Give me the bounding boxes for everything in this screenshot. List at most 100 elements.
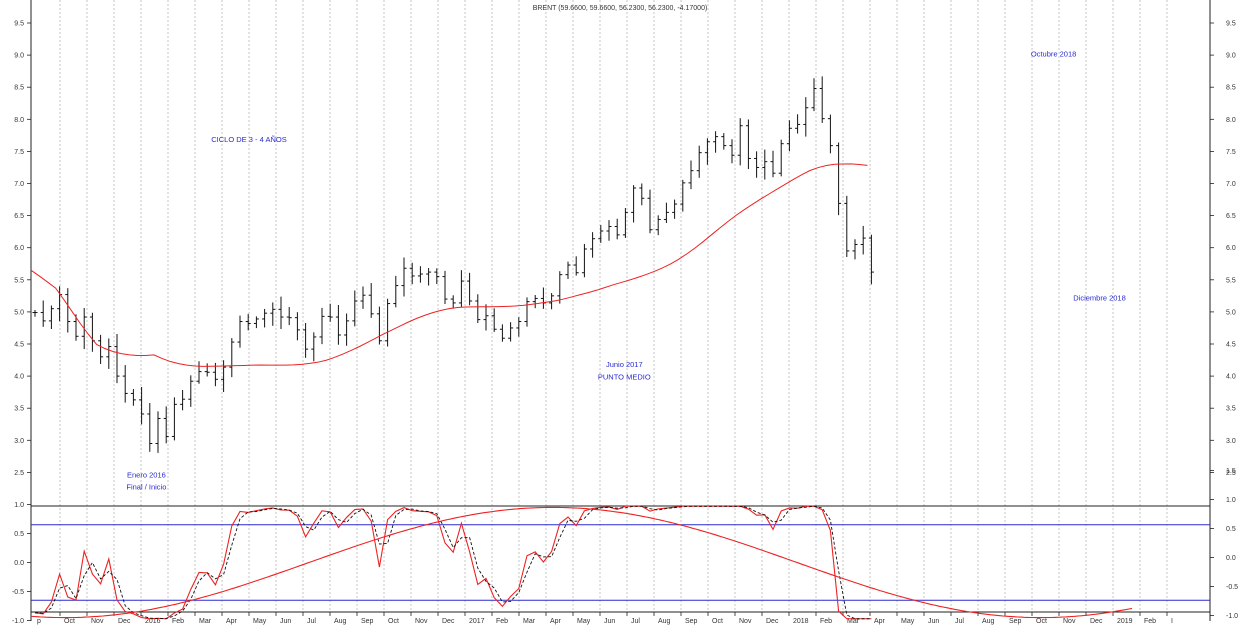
x-tick-label: 2016 (145, 618, 161, 625)
annotation-label: Octubre 2018 (1031, 49, 1076, 58)
x-tick-label: Jun (928, 618, 939, 625)
y-tick-label-left: 7.0 (14, 181, 24, 188)
x-tick-label: May (901, 618, 915, 625)
y-tick-label-left: 5.5 (14, 277, 24, 284)
x-tick-label: Aug (334, 618, 347, 625)
moving-average-line (30, 163, 868, 367)
osc-tick-label-left: 0.0 (14, 560, 24, 567)
x-tick-label: Nov (739, 618, 752, 625)
x-tick-label: Oct (64, 618, 75, 625)
x-tick-label: Dec (1090, 618, 1103, 625)
y-tick-label-right: 8.5 (1226, 85, 1236, 92)
y-tick-label-right: 4.5 (1226, 342, 1236, 349)
x-tick-label: Jul (631, 618, 640, 625)
x-tick-label: Nov (415, 618, 428, 625)
x-tick-label: Feb (496, 618, 508, 625)
x-tick-label: 2018 (793, 618, 809, 625)
annotation-label: Enero 2016 (127, 471, 166, 480)
x-tick-label: Sep (1009, 618, 1022, 625)
y-tick-label-left: 3.5 (14, 406, 24, 413)
x-tick-label: p (37, 618, 41, 625)
y-tick-label-left: 3.0 (14, 438, 24, 445)
cycle-sine-line (30, 506, 1133, 619)
osc-tick-label-right: -1.0 (1226, 613, 1238, 620)
x-tick-label: Mar (199, 618, 212, 625)
x-tick-label: Mar (847, 618, 860, 625)
y-tick-label-left: 9.5 (14, 21, 24, 28)
y-tick-label-right: 3.5 (1226, 406, 1236, 413)
oscillator-levels (31, 524, 1210, 601)
y-tick-label-left: 8.5 (14, 85, 24, 92)
x-tick-label: Apr (226, 618, 238, 625)
annotation-label: CICLO DE 3 - 4 AÑOS (211, 135, 286, 144)
y-tick-label-left: 6.0 (14, 245, 24, 252)
annotation-label: Junio 2017 (606, 360, 643, 369)
x-tick-label: Dec (442, 618, 455, 625)
osc-tick-label-right: 0.5 (1226, 526, 1236, 533)
oscillator-axis-ticks: -1.0 -0.5 0.0 0.5 1.0 -1.0 -0.5 0.0 0.5 1.0 1.5 (12, 468, 1238, 625)
y-tick-label-right: 3.0 (1226, 438, 1236, 445)
annotation-label: Diciembre 2018 (1073, 293, 1126, 302)
osc-tick-label-left: -1.0 (12, 618, 24, 625)
annotation-label: PUNTO MEDIO (598, 372, 651, 381)
osc-tick-label-right: -0.5 (1226, 584, 1238, 591)
osc-tick-label-right: 0.0 (1226, 555, 1236, 562)
y-tick-label-left: 8.0 (14, 117, 24, 124)
x-tick-label: Feb (172, 618, 184, 625)
y-tick-label-right: 5.0 (1226, 309, 1236, 316)
chart-title: BRENT (59.6600, 59.6600, 56.2300, 56.230… (533, 5, 708, 12)
y-tick-label-right: 6.5 (1226, 213, 1236, 220)
x-tick-label: Nov (91, 618, 104, 625)
y-tick-label-left: 4.5 (14, 342, 24, 349)
price-axis-ticks: 2.5 2.5 3.0 3.0 3.5 3.5 4.0 4.0 4.5 4.5 5.0 5.0 5.5 5… (14, 21, 1236, 477)
y-tick-label-left: 4.0 (14, 374, 24, 381)
x-tick-label: Sep (361, 618, 374, 625)
x-tick-label: 2019 (1117, 618, 1133, 625)
osc-tick-label-right: 1.0 (1226, 497, 1236, 504)
y-tick-label-left: 2.5 (14, 470, 24, 477)
annotation-label: Final / Inicio (126, 483, 166, 492)
y-tick-label-left: 7.5 (14, 149, 24, 156)
y-tick-label-right: 9.0 (1226, 53, 1236, 60)
price-bars (32, 76, 874, 453)
x-tick-label: Apr (550, 618, 562, 625)
x-tick-label: Dec (118, 618, 131, 625)
x-tick-label: Jul (307, 618, 316, 625)
x-tick-label: Oct (712, 618, 723, 625)
y-tick-label-right: 7.0 (1226, 181, 1236, 188)
y-tick-label-left: 6.5 (14, 213, 24, 220)
annotations: CICLO DE 3 - 4 AÑOS Enero 2016 Final / Ini… (126, 49, 1125, 491)
x-tick-label: Jun (280, 618, 291, 625)
osc-tick-label-right: 1.5 (1226, 468, 1236, 475)
y-tick-label-left: 9.0 (14, 53, 24, 60)
y-tick-label-right: 6.0 (1226, 245, 1236, 252)
x-tick-label: Feb (820, 618, 832, 625)
osc-tick-label-left: -0.5 (12, 589, 24, 596)
x-tick-label: I (1171, 618, 1173, 625)
x-tick-label: Aug (658, 618, 671, 625)
x-tick-label: Apr (874, 618, 886, 625)
x-tick-label: Nov (1063, 618, 1076, 625)
y-tick-label-left: 5.0 (14, 309, 24, 316)
oscillator-signal-line (34, 505, 872, 620)
x-tick-label: Dec (766, 618, 779, 625)
x-tick-label: May (253, 618, 267, 625)
x-tick-label: Mar (523, 618, 536, 625)
x-tick-label: Sep (685, 618, 698, 625)
x-tick-label: Jul (955, 618, 964, 625)
x-tick-label: Jun (604, 618, 615, 625)
y-tick-label-right: 7.5 (1226, 149, 1236, 156)
y-tick-label-right: 2.5 (1226, 470, 1236, 477)
time-axis-labels: p Oct Nov Dec 2016 Feb Mar Apr May Jun Jul Aug Sep Oc… (37, 618, 1173, 625)
x-tick-label: Aug (982, 618, 995, 625)
x-tick-label: Oct (388, 618, 399, 625)
osc-tick-label-left: 0.5 (14, 531, 24, 538)
osc-tick-label-left: 1.0 (14, 502, 24, 509)
y-tick-label-right: 5.5 (1226, 277, 1236, 284)
x-tick-label: 2017 (469, 618, 485, 625)
y-tick-label-right: 9.5 (1226, 21, 1236, 28)
x-tick-label: Feb (1144, 618, 1156, 625)
x-tick-label: May (577, 618, 591, 625)
